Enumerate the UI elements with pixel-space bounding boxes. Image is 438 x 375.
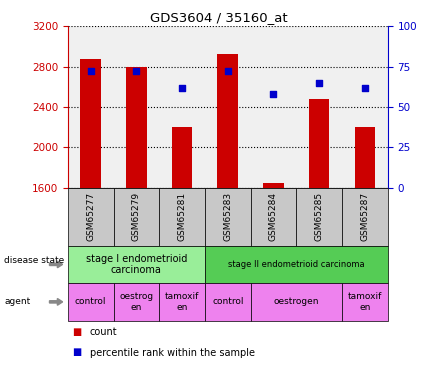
Bar	[126, 67, 147, 188]
Text: GSM65277: GSM65277	[86, 192, 95, 241]
Point	[179, 84, 186, 90]
Text: oestrogen: oestrogen	[273, 297, 319, 306]
Point	[361, 84, 368, 90]
Text: tamoxif
en: tamoxif en	[165, 292, 199, 312]
Bar	[309, 99, 329, 188]
Text: oestrog
en: oestrog en	[119, 292, 153, 312]
Point	[224, 68, 231, 74]
Bar	[218, 54, 238, 188]
Point	[270, 91, 277, 97]
Text: GSM65281: GSM65281	[177, 192, 187, 241]
Point	[133, 68, 140, 74]
Text: stage I endometrioid
carcinoma: stage I endometrioid carcinoma	[86, 254, 187, 275]
Text: count: count	[90, 327, 117, 337]
Text: GSM65279: GSM65279	[132, 192, 141, 241]
Text: GDS3604 / 35160_at: GDS3604 / 35160_at	[150, 11, 288, 24]
Text: percentile rank within the sample: percentile rank within the sample	[90, 348, 255, 357]
Text: stage II endometrioid carcinoma: stage II endometrioid carcinoma	[228, 260, 364, 269]
Text: agent: agent	[4, 297, 31, 306]
Bar	[354, 127, 375, 188]
Bar	[172, 127, 192, 188]
Point	[316, 80, 323, 86]
Text: control: control	[75, 297, 106, 306]
Text: GSM65285: GSM65285	[314, 192, 324, 241]
Bar	[81, 58, 101, 188]
Text: ■: ■	[72, 348, 81, 357]
Bar	[263, 183, 284, 188]
Text: GSM65283: GSM65283	[223, 192, 232, 241]
Text: tamoxif
en: tamoxif en	[348, 292, 382, 312]
Text: control: control	[212, 297, 244, 306]
Point	[87, 68, 94, 74]
Text: ■: ■	[72, 327, 81, 337]
Text: GSM65284: GSM65284	[269, 192, 278, 241]
Text: GSM65287: GSM65287	[360, 192, 369, 241]
Text: disease state: disease state	[4, 256, 65, 265]
